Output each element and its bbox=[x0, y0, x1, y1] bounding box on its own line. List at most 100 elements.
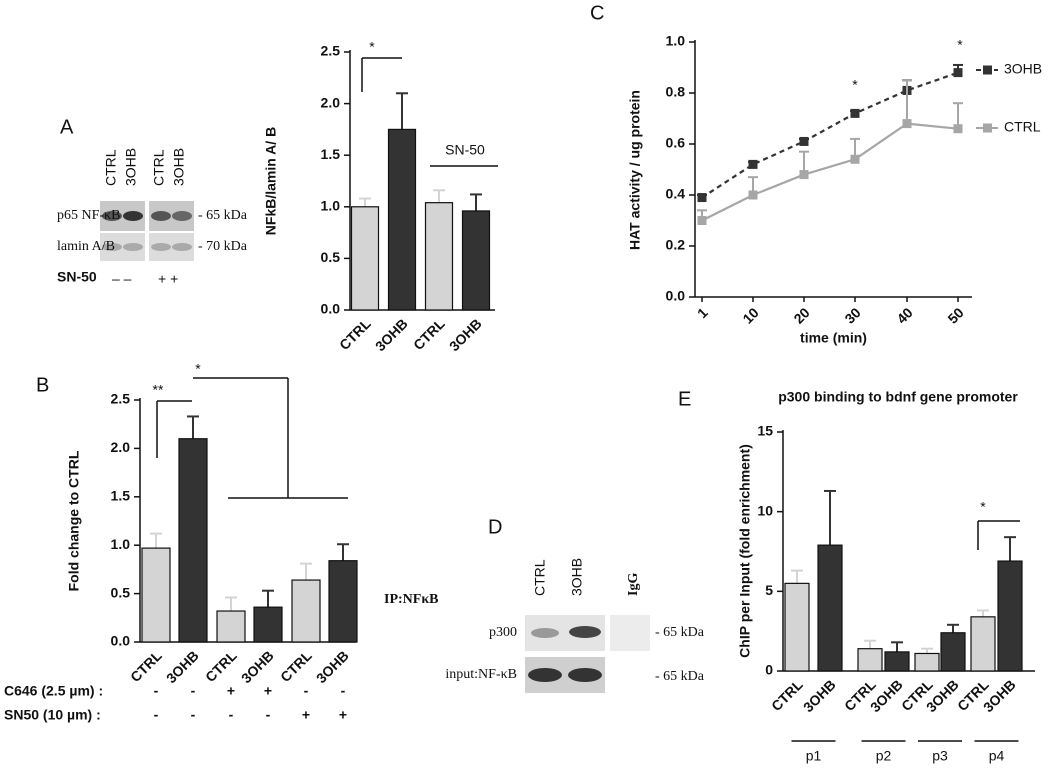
treatment-mark: - bbox=[341, 683, 346, 699]
row-label: input:NF-κB bbox=[445, 667, 517, 682]
group-label: p1 bbox=[806, 748, 822, 764]
legend-marker bbox=[983, 123, 992, 133]
y-tick-label: 1.0 bbox=[111, 536, 131, 552]
treatment-mark: - bbox=[191, 683, 196, 699]
marker bbox=[697, 216, 707, 225]
panel-letter: D bbox=[488, 516, 502, 538]
y-tick-label: 0.8 bbox=[666, 84, 686, 100]
panel-letter: A bbox=[60, 116, 74, 138]
marker bbox=[953, 68, 963, 78]
y-tick-label: 0 bbox=[765, 662, 773, 678]
row-label: lamin A/B bbox=[57, 239, 115, 254]
treatment-mark: + bbox=[302, 707, 310, 723]
treatment-mark: + bbox=[227, 683, 235, 699]
bar bbox=[784, 582, 810, 672]
annotation: ** bbox=[153, 382, 164, 398]
treatment-mark: - bbox=[154, 683, 159, 699]
bar bbox=[216, 610, 246, 643]
lane-label: CTRL bbox=[532, 559, 548, 596]
y-tick-label: 2.5 bbox=[111, 391, 131, 407]
bar bbox=[970, 616, 996, 672]
size-label: - 65 kDa bbox=[655, 625, 705, 640]
y-tick-label: 0.6 bbox=[666, 135, 686, 151]
series-line bbox=[701, 122, 959, 222]
treatment-mark: + bbox=[339, 707, 347, 723]
treatment-marks: + + bbox=[158, 271, 178, 287]
x-tick-label: 3OHB bbox=[313, 647, 352, 686]
x-tick-label: 20 bbox=[790, 304, 812, 326]
row-label: p65 NF-κB bbox=[57, 208, 120, 223]
band bbox=[102, 243, 122, 251]
annotation: * bbox=[852, 77, 858, 93]
y-tick-label: 0.0 bbox=[666, 288, 686, 304]
lane-label: CTRL bbox=[103, 149, 119, 186]
group-label: p3 bbox=[932, 748, 948, 764]
marker bbox=[748, 190, 758, 200]
x-tick-label: CTRL bbox=[768, 676, 806, 714]
x-tick-label: 40 bbox=[893, 304, 915, 326]
treatment-marks: – – bbox=[112, 271, 132, 287]
x-tick-label: 3OHB bbox=[372, 315, 411, 354]
y-axis-label: ChIP per Input (fold enrichment) bbox=[737, 444, 753, 658]
band bbox=[568, 668, 602, 682]
bar bbox=[461, 210, 491, 311]
band bbox=[531, 628, 559, 638]
bar bbox=[817, 544, 843, 672]
x-tick-label: 3OHB bbox=[163, 647, 202, 686]
marker bbox=[697, 193, 707, 203]
x-tick-label: CTRL bbox=[410, 315, 448, 353]
x-tick-label: 50 bbox=[944, 304, 966, 326]
bar bbox=[914, 652, 940, 672]
annotation: SN-50 bbox=[445, 142, 485, 158]
bar bbox=[857, 648, 883, 672]
group-label: p2 bbox=[876, 748, 892, 764]
bar bbox=[424, 202, 454, 311]
bar bbox=[253, 606, 283, 643]
y-tick-label: 2.5 bbox=[321, 43, 341, 59]
y-tick-label: 0.0 bbox=[111, 633, 131, 649]
blot-d: IP:NFκB CTRL 3OHB IgG p300 input:NF-κB -… bbox=[384, 558, 705, 693]
group-label: p4 bbox=[989, 748, 1005, 764]
y-axis-label: Fold change to CTRL bbox=[66, 450, 82, 591]
y-tick-label: 15 bbox=[757, 423, 773, 439]
chart-title: p300 binding to bdnf gene promoter bbox=[778, 389, 1018, 405]
annotation: * bbox=[369, 39, 375, 55]
y-tick-label: 1.5 bbox=[111, 488, 131, 504]
bar bbox=[328, 560, 358, 643]
treatment-mark: - bbox=[304, 683, 309, 699]
x-tick-label: 3OHB bbox=[446, 315, 485, 354]
y-tick-label: 1.5 bbox=[321, 146, 341, 162]
blot-a: CTRL 3OHB CTRL 3OHB p65 NF-κB lamin A/B … bbox=[57, 148, 248, 287]
lane-label: 3OHB bbox=[171, 148, 187, 186]
band bbox=[172, 211, 192, 221]
bar bbox=[141, 547, 171, 643]
marker bbox=[850, 108, 860, 118]
annotation: * bbox=[195, 361, 201, 377]
size-label: - 65 kDa bbox=[655, 669, 705, 684]
y-tick-label: 0.0 bbox=[321, 301, 341, 317]
treatment-mark: - bbox=[191, 707, 196, 723]
blot-box bbox=[610, 615, 650, 651]
y-tick-label: 1.0 bbox=[666, 33, 686, 49]
treatment-label: SN50 (10 µm) : bbox=[4, 707, 101, 723]
x-tick-label: CTRL bbox=[277, 647, 315, 685]
annotation: * bbox=[980, 499, 986, 515]
y-axis-label: NFkB/lamin A/ B bbox=[263, 127, 279, 235]
bar bbox=[884, 651, 910, 672]
lane-label: 3OHB bbox=[123, 148, 139, 186]
bar bbox=[350, 206, 380, 311]
treatment-label: SN-50 bbox=[57, 269, 97, 285]
marker bbox=[799, 136, 809, 146]
y-tick-label: 0.5 bbox=[321, 249, 341, 265]
bar bbox=[178, 438, 208, 643]
bar bbox=[940, 632, 966, 672]
band bbox=[569, 626, 601, 638]
legend-marker bbox=[983, 65, 992, 75]
treatment-mark: - bbox=[266, 707, 271, 723]
series-line bbox=[701, 71, 959, 199]
band bbox=[123, 243, 143, 251]
panel-letter: E bbox=[678, 388, 691, 410]
size-label: - 70 kDa bbox=[198, 239, 248, 254]
x-tick-label: 10 bbox=[739, 304, 761, 326]
